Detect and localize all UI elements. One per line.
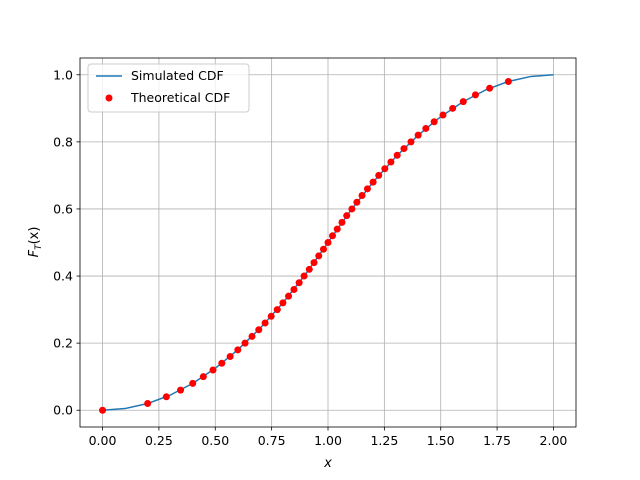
legend-label-theoretical: Theoretical CDF [130,90,230,105]
y-tick-label: 0.0 [53,403,73,418]
theoretical-cdf-point [290,285,298,293]
theoretical-cdf-point [504,77,512,85]
theoretical-cdf-point [387,158,395,166]
theoretical-cdf-point [414,131,422,139]
theoretical-cdf-point [333,225,341,233]
theoretical-cdf-point [189,379,197,387]
theoretical-cdf-point [209,366,217,374]
theoretical-cdf-point [305,265,313,273]
x-tick-label: 0.75 [258,433,286,448]
x-tick-label: 0.00 [89,433,117,448]
theoretical-cdf-point [285,292,293,300]
theoretical-cdf-point [315,252,323,260]
theoretical-cdf-point [343,212,351,220]
theoretical-cdf-point [226,353,234,361]
theoretical-cdf-point [375,171,383,179]
y-axis-label-sub: T [34,243,44,250]
theoretical-cdf-point [255,326,263,334]
theoretical-cdf-point [471,91,479,99]
theoretical-cdf-point [422,124,430,132]
theoretical-cdf-point [338,218,346,226]
theoretical-cdf-point [234,346,242,354]
theoretical-cdf-point [295,279,303,287]
theoretical-cdf-series [99,77,512,414]
theoretical-cdf-point [273,306,281,314]
theoretical-cdf-point [486,84,494,92]
theoretical-cdf-point [449,104,457,112]
y-tick-label: 0.4 [53,269,73,284]
legend: Simulated CDF Theoretical CDF [87,63,250,113]
theoretical-cdf-point [218,359,226,367]
x-tick-label: 1.50 [427,433,455,448]
theoretical-cdf-point [279,299,287,307]
x-tick-label: 0.25 [145,433,173,448]
legend-label-simulated: Simulated CDF [131,68,224,83]
y-axis-label: FT(x) [27,227,44,258]
theoretical-cdf-point [393,151,401,159]
theoretical-cdf-point [348,205,356,213]
theoretical-cdf-point [144,400,152,408]
x-tick-label: 1.75 [483,433,511,448]
theoretical-cdf-point [99,406,107,414]
theoretical-cdf-point [400,145,408,153]
theoretical-cdf-point [248,332,256,340]
theoretical-cdf-point [267,312,275,320]
y-axis-ticks: 0.0 0.2 0.4 0.6 0.8 1.0 [53,67,80,418]
y-tick-label: 0.8 [53,134,73,149]
theoretical-cdf-point [319,245,327,253]
x-tick-label: 1.00 [314,433,342,448]
x-axis-ticks: 0.00 0.25 0.50 0.75 1.00 1.25 1.50 1.75 2.00 [89,427,568,448]
theoretical-cdf-point [199,373,207,381]
x-tick-label: 0.50 [201,433,229,448]
y-axis-label-main: F [27,249,42,257]
theoretical-cdf-point [324,239,332,246]
theoretical-cdf-point [177,386,185,394]
theoretical-cdf-point [369,178,377,186]
theoretical-cdf-point [430,118,438,126]
theoretical-cdf-point [358,192,366,200]
theoretical-cdf-point [329,232,337,240]
theoretical-cdf-point [407,138,415,146]
y-axis-label-rest: (x) [27,227,42,245]
theoretical-cdf-point [363,185,371,193]
theoretical-cdf-point [439,111,447,119]
y-tick-label: 0.2 [53,336,73,351]
theoretical-cdf-point [353,198,361,206]
theoretical-cdf-point [261,319,269,327]
theoretical-cdf-point [162,393,170,401]
x-tick-label: 2.00 [540,433,568,448]
theoretical-cdf-point [381,165,389,173]
theoretical-cdf-point [241,339,249,347]
theoretical-cdf-point [459,98,467,106]
legend-point-swatch [105,94,113,102]
theoretical-cdf-point [300,272,308,280]
legend-box [87,63,250,113]
x-axis-label: x [323,456,332,471]
y-tick-label: 0.6 [53,201,73,216]
x-tick-label: 1.25 [370,433,398,448]
theoretical-cdf-point [310,259,318,267]
y-tick-label: 1.0 [53,67,73,82]
